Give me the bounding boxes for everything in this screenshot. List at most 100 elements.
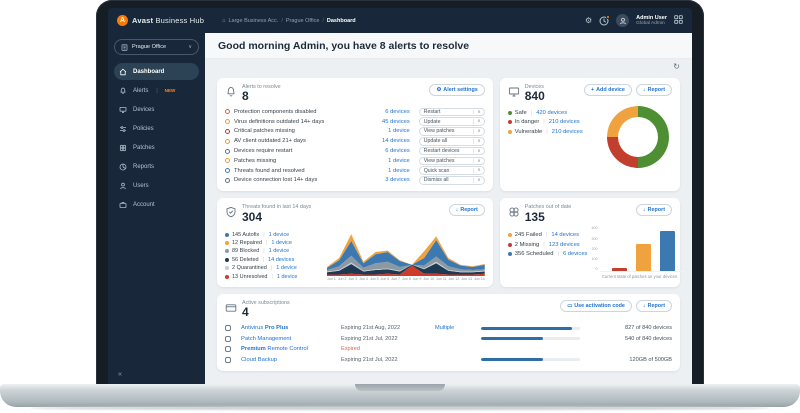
legend-devices-link[interactable]: 420 devices (536, 109, 568, 116)
subscription-progress (481, 337, 580, 341)
subscription-name-link[interactable]: Antivirus Pro Plus (241, 325, 289, 332)
avatar[interactable] (616, 14, 630, 27)
patches-bar-chart (600, 226, 688, 273)
legend-devices-link[interactable]: 1 device (268, 248, 290, 255)
alert-action-dropdown[interactable]: Dismiss all ∨ (418, 176, 485, 185)
alert-devices-link[interactable]: 1 device (388, 157, 410, 164)
alert-devices-link[interactable]: 45 devices (382, 118, 410, 125)
legend-devices-link[interactable]: 210 devices (548, 119, 580, 126)
legend-devices-link[interactable]: 1 device (276, 273, 298, 280)
legend-dot (225, 257, 229, 262)
chevron-down-icon[interactable]: ∨ (473, 168, 483, 173)
chevron-down-icon[interactable]: ∨ (473, 158, 483, 164)
sidebar-item-alerts[interactable]: Alerts | NEW (114, 82, 199, 99)
subscription-row: Premium Remote Control Expired (225, 344, 672, 355)
x-tick-label: Jun 12 (448, 276, 460, 281)
patches-report-button[interactable]: ↓ Report (635, 204, 672, 217)
bell-icon (225, 85, 237, 103)
legend-devices-link[interactable]: 210 devices (551, 128, 583, 135)
sidebar-item-patches[interactable]: Patches (114, 139, 199, 156)
legend-item: 145 Autofix | 1 device (225, 230, 321, 238)
alert-devices-link[interactable]: 1 device (388, 167, 410, 174)
legend-label: Vulnerable (514, 128, 543, 135)
badge-separator: | (156, 87, 158, 94)
sidebar-item-devices[interactable]: Devices (114, 101, 199, 118)
legend-devices-link[interactable]: 1 device (268, 231, 290, 238)
laptop-screen-bezel: A Avast Business Hub ⌂ Large Business Ac… (96, 0, 704, 386)
y-tick-label: 200 (591, 246, 598, 251)
sidebar-collapse-button[interactable]: « (118, 371, 122, 378)
subscription-expiry: Expired (341, 346, 360, 353)
legend-devices-link[interactable]: 14 devices (551, 232, 580, 239)
site-selector[interactable]: Prague Office ∨ (114, 39, 199, 55)
subscription-multiple-link[interactable]: Multiple (435, 325, 455, 332)
alert-devices-link[interactable]: 14 devices (382, 138, 410, 145)
home-icon[interactable]: ⌂ (222, 17, 226, 24)
subscription-name-link[interactable]: Patch Management (241, 335, 292, 342)
devices-card: Devices 840 + Add device ↓ (499, 78, 680, 192)
alert-devices-link[interactable]: 6 devices (385, 148, 410, 155)
top-bar-actions: ⚙ Admin (585, 14, 683, 27)
legend-dot (507, 242, 512, 247)
sidebar-item-account[interactable]: Account (114, 196, 199, 213)
legend-devices-link[interactable]: 6 devices (562, 251, 588, 258)
chevron-down-icon[interactable]: ∨ (473, 109, 483, 115)
use-activation-code-button[interactable]: ▭ Use activation code (560, 299, 632, 312)
alert-action-dropdown[interactable]: Restart devices ∨ (418, 146, 485, 156)
alert-status-icon (225, 168, 230, 174)
settings-gear-icon[interactable]: ⚙ (584, 15, 593, 25)
alert-action-label: Restart (423, 108, 441, 115)
alert-action-dropdown[interactable]: Restart ∨ (418, 107, 485, 117)
chevron-down-icon[interactable]: ∨ (473, 129, 483, 134)
alert-action-dropdown[interactable]: Update all ∨ (418, 136, 485, 146)
refresh-icon[interactable]: ↻ (673, 61, 680, 71)
laptop-base (0, 384, 800, 407)
subscription-name-link[interactable]: Premium Remote Control (241, 346, 309, 353)
y-tick-label: 100 (591, 257, 598, 262)
subscriptions-report-button[interactable]: ↓ Report (635, 299, 672, 312)
breadcrumb-site[interactable]: Prague Office (285, 17, 320, 24)
y-tick-label: 400 (591, 226, 598, 231)
legend-item: 2 Missing | 123 devices (507, 240, 588, 250)
legend-dot (225, 240, 229, 245)
apps-grid-icon[interactable] (674, 15, 683, 26)
app-logo[interactable]: A Avast Business Hub (117, 15, 204, 26)
chevron-down-icon[interactable]: ∨ (473, 119, 483, 124)
clock-icon (599, 16, 609, 25)
user-info[interactable]: Admin User Global Admin (636, 15, 667, 27)
devices-report-button[interactable]: ↓ Report (635, 84, 672, 96)
area-series-deleted (327, 262, 485, 275)
alert-settings-button[interactable]: ⚙ Alert settings (429, 84, 485, 96)
legend-devices-link[interactable]: 14 devices (268, 256, 295, 263)
download-icon: ↓ (455, 207, 459, 214)
legend-devices-link[interactable]: 1 device (276, 265, 297, 272)
alert-row: Threats found and resolved 1 device Quick … (225, 166, 485, 176)
chevron-down-icon[interactable]: ∨ (473, 178, 483, 183)
alert-action-dropdown[interactable]: Quick scan ∨ (418, 166, 485, 175)
add-device-button[interactable]: + Add device (584, 84, 632, 96)
notifications-icon[interactable] (599, 14, 611, 26)
subscription-name-link[interactable]: Cloud Backup (241, 356, 278, 363)
subscription-icon (225, 356, 231, 363)
alert-devices-link[interactable]: 3 devices (385, 177, 410, 184)
sidebar-item-dashboard[interactable]: Dashboard (114, 63, 199, 80)
area-chart-x-labels: Jun 1 Jun 2 Jun 3 Jun 4 Jun 5 Jun 6 Jun 7 Jun 8… (327, 276, 485, 281)
sidebar-item-reports[interactable]: Reports (114, 158, 199, 175)
gear-icon: ⚙ (436, 87, 442, 93)
chevron-down-icon[interactable]: ∨ (473, 148, 483, 154)
alert-devices-link[interactable]: 1 device (388, 128, 410, 135)
legend-devices-link[interactable]: 1 device (271, 239, 292, 246)
alert-action-dropdown[interactable]: View patches ∨ (418, 156, 485, 166)
brand-name: Avast Business Hub (132, 16, 205, 25)
breadcrumb-account[interactable]: Large Business Acc. (228, 17, 279, 24)
threats-report-button[interactable]: ↓ Report (448, 204, 485, 217)
sidebar-item-users[interactable]: Users (114, 177, 199, 194)
alert-devices-link[interactable]: 6 devices (385, 108, 410, 115)
sidebar-item-policies[interactable]: Policies (114, 120, 199, 137)
alert-action-dropdown[interactable]: View patches ∨ (418, 127, 485, 136)
legend-devices-link[interactable]: 123 devices (548, 241, 580, 248)
chevron-down-icon[interactable]: ∨ (473, 138, 483, 144)
legend-label: Safe (514, 109, 527, 116)
site-selector-label: Prague Office (132, 44, 167, 50)
alert-action-dropdown[interactable]: Update ∨ (418, 117, 485, 126)
